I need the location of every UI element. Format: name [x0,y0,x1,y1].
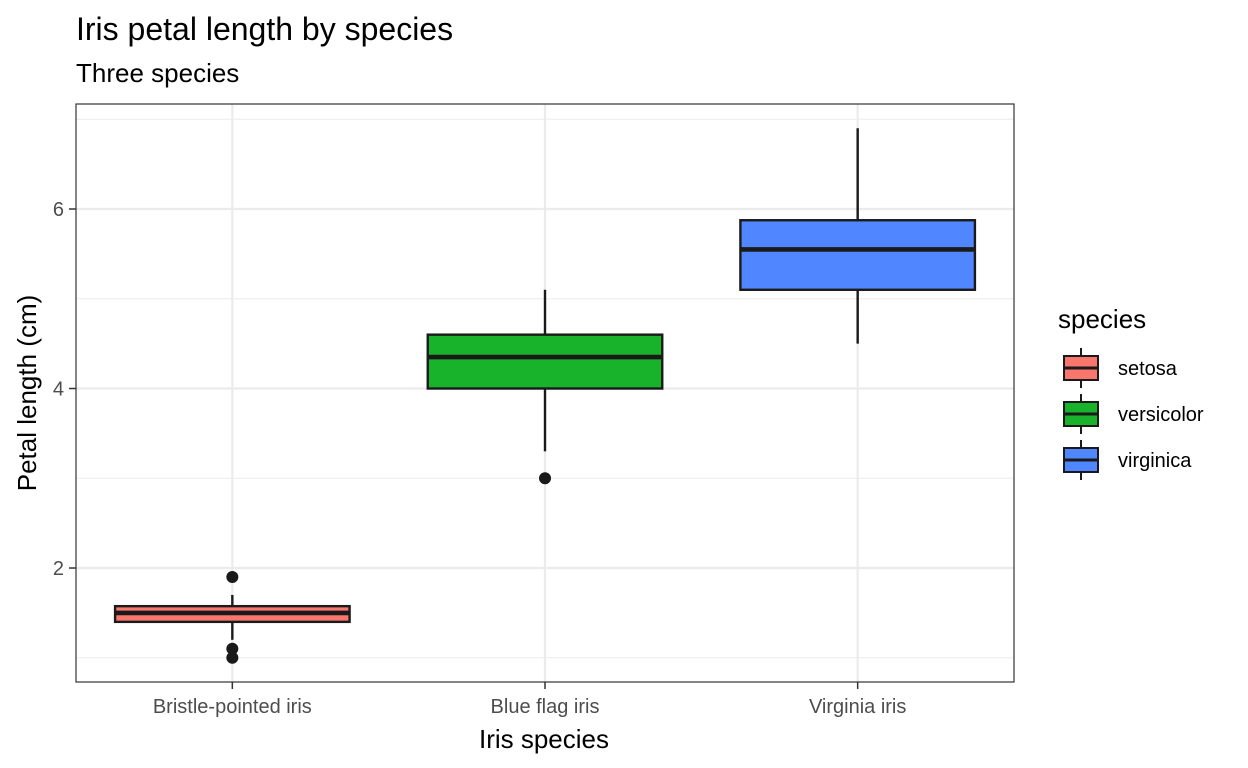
y-axis-ticks: 2 4 6 [53,199,76,580]
outlier-point [226,651,239,664]
legend-entry-versicolor: versicolor [1063,394,1204,434]
box-2 [426,289,664,485]
box-plots [113,128,977,664]
chart-subtitle: Three species [76,58,239,88]
box-1 [113,570,351,664]
legend-label: virginica [1118,450,1192,472]
chart-title: Iris petal length by species [76,11,453,47]
iqr-box [426,333,664,390]
x-tick-label: Bristle-pointed iris [153,696,312,718]
x-axis-ticks: Bristle-pointed iris Blue flag iris Virgin… [153,682,906,718]
legend: species setosa versicolor virginica [1058,304,1204,480]
box-3 [739,128,977,344]
iqr-box [739,219,977,291]
outlier-point [226,570,239,583]
y-axis-title: Petal length (cm) [12,295,42,492]
legend-entry-setosa: setosa [1063,348,1178,388]
x-tick-label: Virginia iris [809,696,906,718]
legend-label: versicolor [1118,404,1204,426]
outlier-point [539,472,551,485]
x-tick-label: Blue flag iris [491,696,600,718]
y-tick-label: 6 [53,199,64,221]
legend-label: setosa [1118,358,1178,380]
outlier-point [226,642,239,655]
legend-entry-virginica: virginica [1063,440,1192,480]
y-tick-label: 2 [53,558,64,580]
legend-title: species [1058,304,1146,334]
y-tick-label: 4 [53,379,64,401]
x-axis-title: Iris species [479,724,609,754]
